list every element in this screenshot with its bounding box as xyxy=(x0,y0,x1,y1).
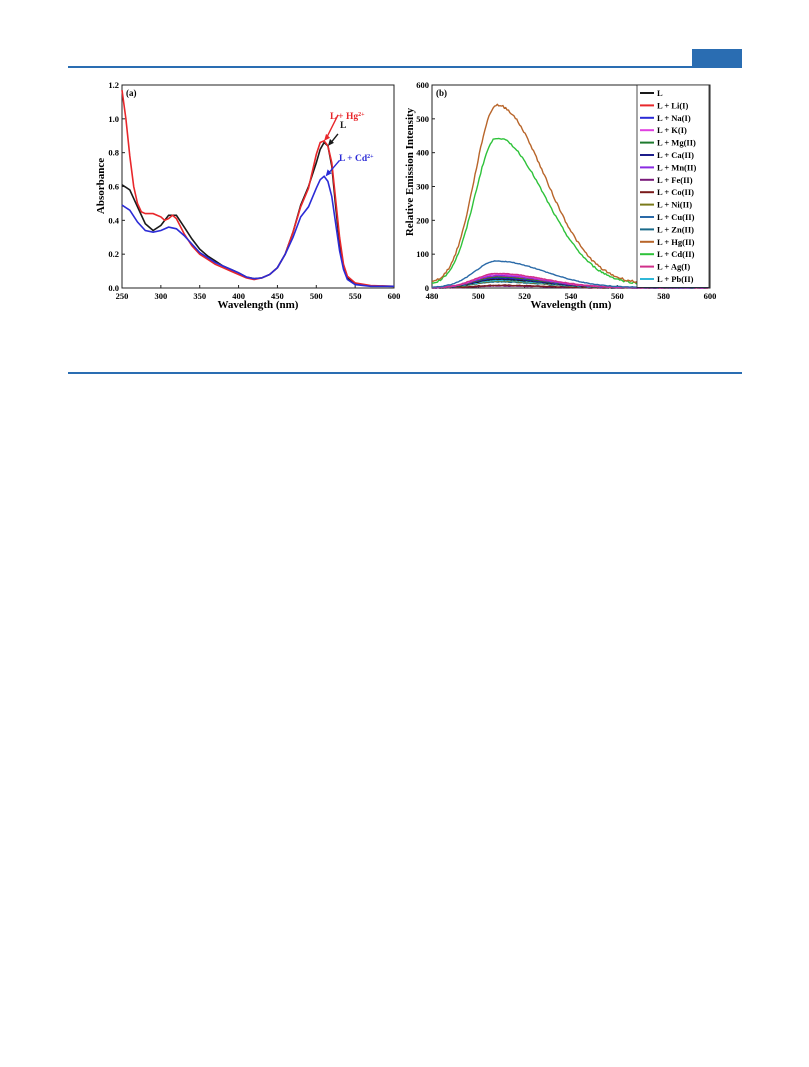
x-axis-label-b: Wavelength (nm) xyxy=(531,299,612,311)
annotation-label: L + Hg2+ xyxy=(330,112,365,122)
y-tick-label: 0.8 xyxy=(108,148,119,158)
x-tick-label: 600 xyxy=(388,291,401,301)
absorbance-chart: (a) Wavelength (nm) Absorbance 250 300 350… xyxy=(95,80,400,311)
y-tick-label: 500 xyxy=(416,114,429,124)
y-tick-label: 1.2 xyxy=(108,80,119,90)
legend-label: L + Co(II) xyxy=(657,187,694,197)
x-tick-label: 450 xyxy=(271,291,284,301)
legend-label: L + Cu(II) xyxy=(657,212,695,222)
legend-label: L + Pb(II) xyxy=(657,274,694,284)
annotation-arrowhead xyxy=(327,138,334,146)
legend-label: L + Li(I) xyxy=(657,100,688,110)
top-divider xyxy=(68,66,742,68)
y-tick-label: 0 xyxy=(425,283,429,293)
y-tick-label: 0.0 xyxy=(108,283,119,293)
legend-label: L + Fe(II) xyxy=(657,175,693,185)
y-axis-label-b: Relative Emission Intensity xyxy=(404,107,416,236)
annotation-label: L xyxy=(340,121,346,131)
x-tick-label: 560 xyxy=(611,291,624,301)
legend-label: L xyxy=(657,88,663,98)
annotation-arrow xyxy=(325,114,339,140)
x-tick-label: 500 xyxy=(472,291,485,301)
x-tick-label: 400 xyxy=(232,291,245,301)
legend-label: L + Hg(II) xyxy=(657,237,695,247)
y-tick-label: 200 xyxy=(416,215,429,225)
series-line xyxy=(121,175,394,288)
x-tick-label: 600 xyxy=(704,291,717,301)
legend-label: L + Ca(II) xyxy=(657,150,694,160)
annotation-label: L + Cd2+ xyxy=(339,154,374,164)
panel-label-b: (b) xyxy=(436,88,447,98)
annotation-arrowhead xyxy=(325,169,332,177)
header-accent-tab xyxy=(692,49,742,66)
y-tick-label: 0.4 xyxy=(108,215,119,225)
x-tick-label: 480 xyxy=(426,291,439,301)
legend-label: L + Cd(II) xyxy=(657,249,695,259)
y-tick-label: 1.0 xyxy=(108,114,119,124)
bottom-divider xyxy=(68,372,742,374)
x-tick-label: 350 xyxy=(193,291,206,301)
annotation-arrowhead xyxy=(324,133,331,141)
y-axis-label-a: Absorbance xyxy=(95,158,107,214)
x-tick-label: 520 xyxy=(518,291,531,301)
x-tick-label: 500 xyxy=(310,291,323,301)
legend-label: L + Mn(II) xyxy=(657,162,696,172)
legend-label: L + Ag(I) xyxy=(657,262,690,272)
y-tick-label: 0.2 xyxy=(108,249,119,259)
legend-label: L + K(I) xyxy=(657,125,687,135)
emission-chart: (b) Wavelength (nm) Relative Emission In… xyxy=(404,80,716,311)
legend-label: L + Na(I) xyxy=(657,113,691,123)
y-tick-label: 600 xyxy=(416,80,429,90)
x-tick-label: 300 xyxy=(154,291,167,301)
figure: (a) Wavelength (nm) Absorbance 250 300 350… xyxy=(95,80,716,311)
legend-label: L + Mg(II) xyxy=(657,138,696,148)
x-tick-label: 550 xyxy=(349,291,362,301)
x-tick-label: 580 xyxy=(657,291,670,301)
series-line xyxy=(121,141,395,288)
x-tick-label: 540 xyxy=(565,291,578,301)
legend-label: L + Ni(II) xyxy=(657,200,692,210)
legend-label: L + Zn(II) xyxy=(657,224,694,234)
panel-label-a: (a) xyxy=(126,88,137,98)
x-tick-label: 250 xyxy=(116,291,129,301)
y-tick-label: 400 xyxy=(416,148,429,158)
y-tick-label: 0.6 xyxy=(108,182,119,192)
y-tick-label: 300 xyxy=(416,182,429,192)
y-tick-label: 100 xyxy=(416,249,429,259)
x-axis-label-a: Wavelength (nm) xyxy=(218,299,299,311)
